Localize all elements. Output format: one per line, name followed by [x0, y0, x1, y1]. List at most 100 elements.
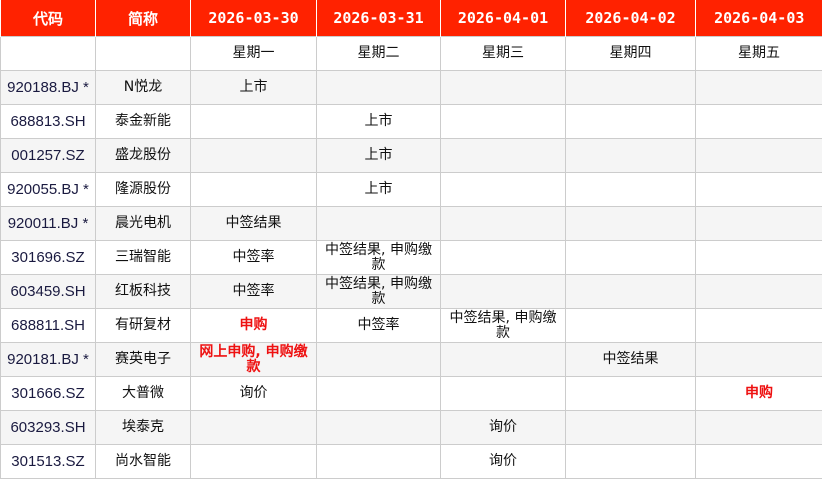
stock-name: 有研复材	[95, 308, 191, 343]
column-header: 2026-03-30	[190, 0, 317, 37]
event-cell: 网上申购, 申购缴款	[190, 342, 317, 377]
ipo-calendar-table: 代码 简称 2026-03-30 2026-03-31 2026-04-01 2026-0…	[0, 0, 822, 479]
table-row: 920181.BJ * 赛英电子 网上申购, 申购缴款 中签结果	[0, 342, 822, 377]
stock-name: 大普微	[95, 376, 191, 411]
column-header: 2026-04-02	[565, 0, 696, 37]
event-cell	[565, 206, 696, 241]
weekday-row: 星期一 星期二 星期三 星期四 星期五	[0, 36, 822, 71]
table-row: 920055.BJ * 隆源股份 上市	[0, 172, 822, 207]
event-cell	[440, 206, 566, 241]
event-cell	[695, 274, 822, 309]
event-cell	[316, 342, 441, 377]
event-cell	[695, 240, 822, 275]
event-cell: 询价	[190, 376, 317, 411]
column-header: 2026-03-31	[316, 0, 441, 37]
table-row: 603459.SH 红板科技 中签率 中签结果, 申购缴款	[0, 274, 822, 309]
event-cell	[565, 240, 696, 275]
stock-code: 603459.SH	[0, 274, 96, 309]
event-cell	[695, 70, 822, 105]
event-cell	[695, 138, 822, 173]
stock-name: N悦龙	[95, 70, 191, 105]
event-cell	[695, 172, 822, 207]
table-row: 301513.SZ 尚水智能 询价	[0, 444, 822, 479]
weekday-cell: 星期四	[565, 36, 696, 71]
stock-code: 301696.SZ	[0, 240, 96, 275]
event-cell: 中签率	[190, 240, 317, 275]
event-cell: 上市	[190, 70, 317, 105]
column-header: 简称	[95, 0, 191, 37]
stock-name: 三瑞智能	[95, 240, 191, 275]
stock-name: 晨光电机	[95, 206, 191, 241]
table-row: 301666.SZ 大普微 询价 申购	[0, 376, 822, 411]
weekday-cell: 星期五	[695, 36, 822, 71]
column-header: 代码	[0, 0, 96, 37]
event-cell	[440, 138, 566, 173]
table-row: 001257.SZ 盛龙股份 上市	[0, 138, 822, 173]
event-cell	[695, 444, 822, 479]
event-cell: 中签结果	[565, 342, 696, 377]
event-cell	[565, 104, 696, 139]
stock-name: 尚水智能	[95, 444, 191, 479]
event-cell	[695, 104, 822, 139]
table-row: 688811.SH 有研复材 申购 中签率 中签结果, 申购缴款	[0, 308, 822, 343]
stock-code: 301513.SZ	[0, 444, 96, 479]
event-cell	[565, 376, 696, 411]
column-header: 2026-04-03	[695, 0, 822, 37]
empty-cell	[95, 36, 191, 71]
event-cell	[565, 274, 696, 309]
event-cell: 中签结果, 申购缴款	[316, 274, 441, 309]
table-row: 920011.BJ * 晨光电机 中签结果	[0, 206, 822, 241]
stock-code: 688811.SH	[0, 308, 96, 343]
stock-name: 盛龙股份	[95, 138, 191, 173]
event-cell: 中签率	[316, 308, 441, 343]
stock-code: 920055.BJ *	[0, 172, 96, 207]
event-cell: 上市	[316, 172, 441, 207]
event-cell	[316, 410, 441, 445]
event-cell: 询价	[440, 410, 566, 445]
event-cell: 询价	[440, 444, 566, 479]
event-cell	[695, 308, 822, 343]
event-cell	[440, 274, 566, 309]
event-cell	[565, 410, 696, 445]
empty-cell	[0, 36, 96, 71]
header-row: 代码 简称 2026-03-30 2026-03-31 2026-04-01 2026-0…	[0, 0, 822, 37]
event-cell	[440, 376, 566, 411]
stock-name: 泰金新能	[95, 104, 191, 139]
event-cell	[565, 70, 696, 105]
event-cell	[565, 172, 696, 207]
event-cell: 上市	[316, 138, 441, 173]
event-cell: 中签结果, 申购缴款	[316, 240, 441, 275]
event-cell	[440, 70, 566, 105]
event-cell	[565, 138, 696, 173]
weekday-cell: 星期一	[190, 36, 317, 71]
event-cell	[565, 308, 696, 343]
stock-code: 603293.SH	[0, 410, 96, 445]
stock-code: 001257.SZ	[0, 138, 96, 173]
stock-name: 赛英电子	[95, 342, 191, 377]
event-cell	[190, 410, 317, 445]
event-cell	[695, 206, 822, 241]
event-cell	[440, 104, 566, 139]
event-cell	[190, 172, 317, 207]
event-cell	[565, 444, 696, 479]
stock-name: 红板科技	[95, 274, 191, 309]
stock-name: 隆源股份	[95, 172, 191, 207]
event-cell	[190, 104, 317, 139]
event-cell	[316, 444, 441, 479]
table-row: 920188.BJ * N悦龙 上市	[0, 70, 822, 105]
event-cell	[316, 206, 441, 241]
event-cell	[695, 342, 822, 377]
stock-name: 埃泰克	[95, 410, 191, 445]
event-cell: 中签率	[190, 274, 317, 309]
table-row: 603293.SH 埃泰克 询价	[0, 410, 822, 445]
event-cell: 上市	[316, 104, 441, 139]
event-cell	[440, 240, 566, 275]
event-cell: 中签结果	[190, 206, 317, 241]
column-header: 2026-04-01	[440, 0, 566, 37]
event-cell	[440, 172, 566, 207]
event-cell	[190, 138, 317, 173]
stock-code: 688813.SH	[0, 104, 96, 139]
table-row: 688813.SH 泰金新能 上市	[0, 104, 822, 139]
table-row: 301696.SZ 三瑞智能 中签率 中签结果, 申购缴款	[0, 240, 822, 275]
weekday-cell: 星期三	[440, 36, 566, 71]
